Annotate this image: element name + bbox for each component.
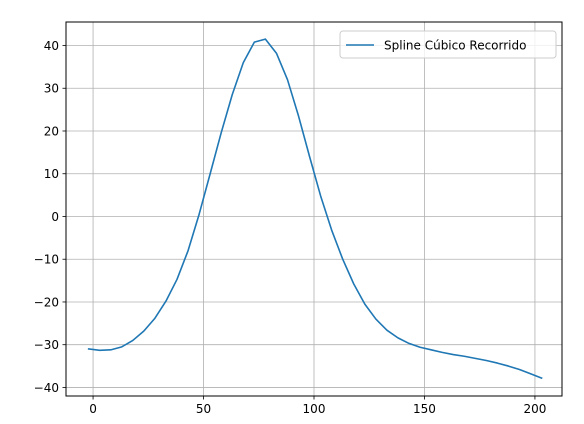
series-line-spline-cubico-recorrido	[87, 38, 543, 380]
y-tick-label: 10	[44, 167, 59, 181]
y-axis-ticks: −40 −30 −20 −10 0 10 20 30 40	[34, 39, 66, 395]
y-tick-label: −30	[34, 338, 59, 352]
y-tick-label: 30	[44, 82, 59, 96]
legend-label: Spline Cúbico Recorrido	[384, 39, 526, 53]
y-tick-label: −40	[34, 381, 59, 395]
legend-box	[339, 30, 557, 59]
y-tick-label: −20	[34, 295, 59, 309]
x-tick-label: 100	[303, 402, 326, 416]
x-tick-label: 50	[196, 402, 211, 416]
y-tick-label: 0	[51, 210, 59, 224]
x-axis-ticks: 0 50 100 150 200	[89, 396, 546, 416]
y-tick-label: 40	[44, 39, 59, 53]
y-tick-label: 20	[44, 124, 59, 138]
y-tick-label: −10	[34, 253, 59, 267]
legend: Spline Cúbico Recorrido	[339, 30, 557, 59]
x-tick-label: 200	[523, 402, 546, 416]
x-tick-label: 150	[413, 402, 436, 416]
x-tick-label: 0	[89, 402, 97, 416]
